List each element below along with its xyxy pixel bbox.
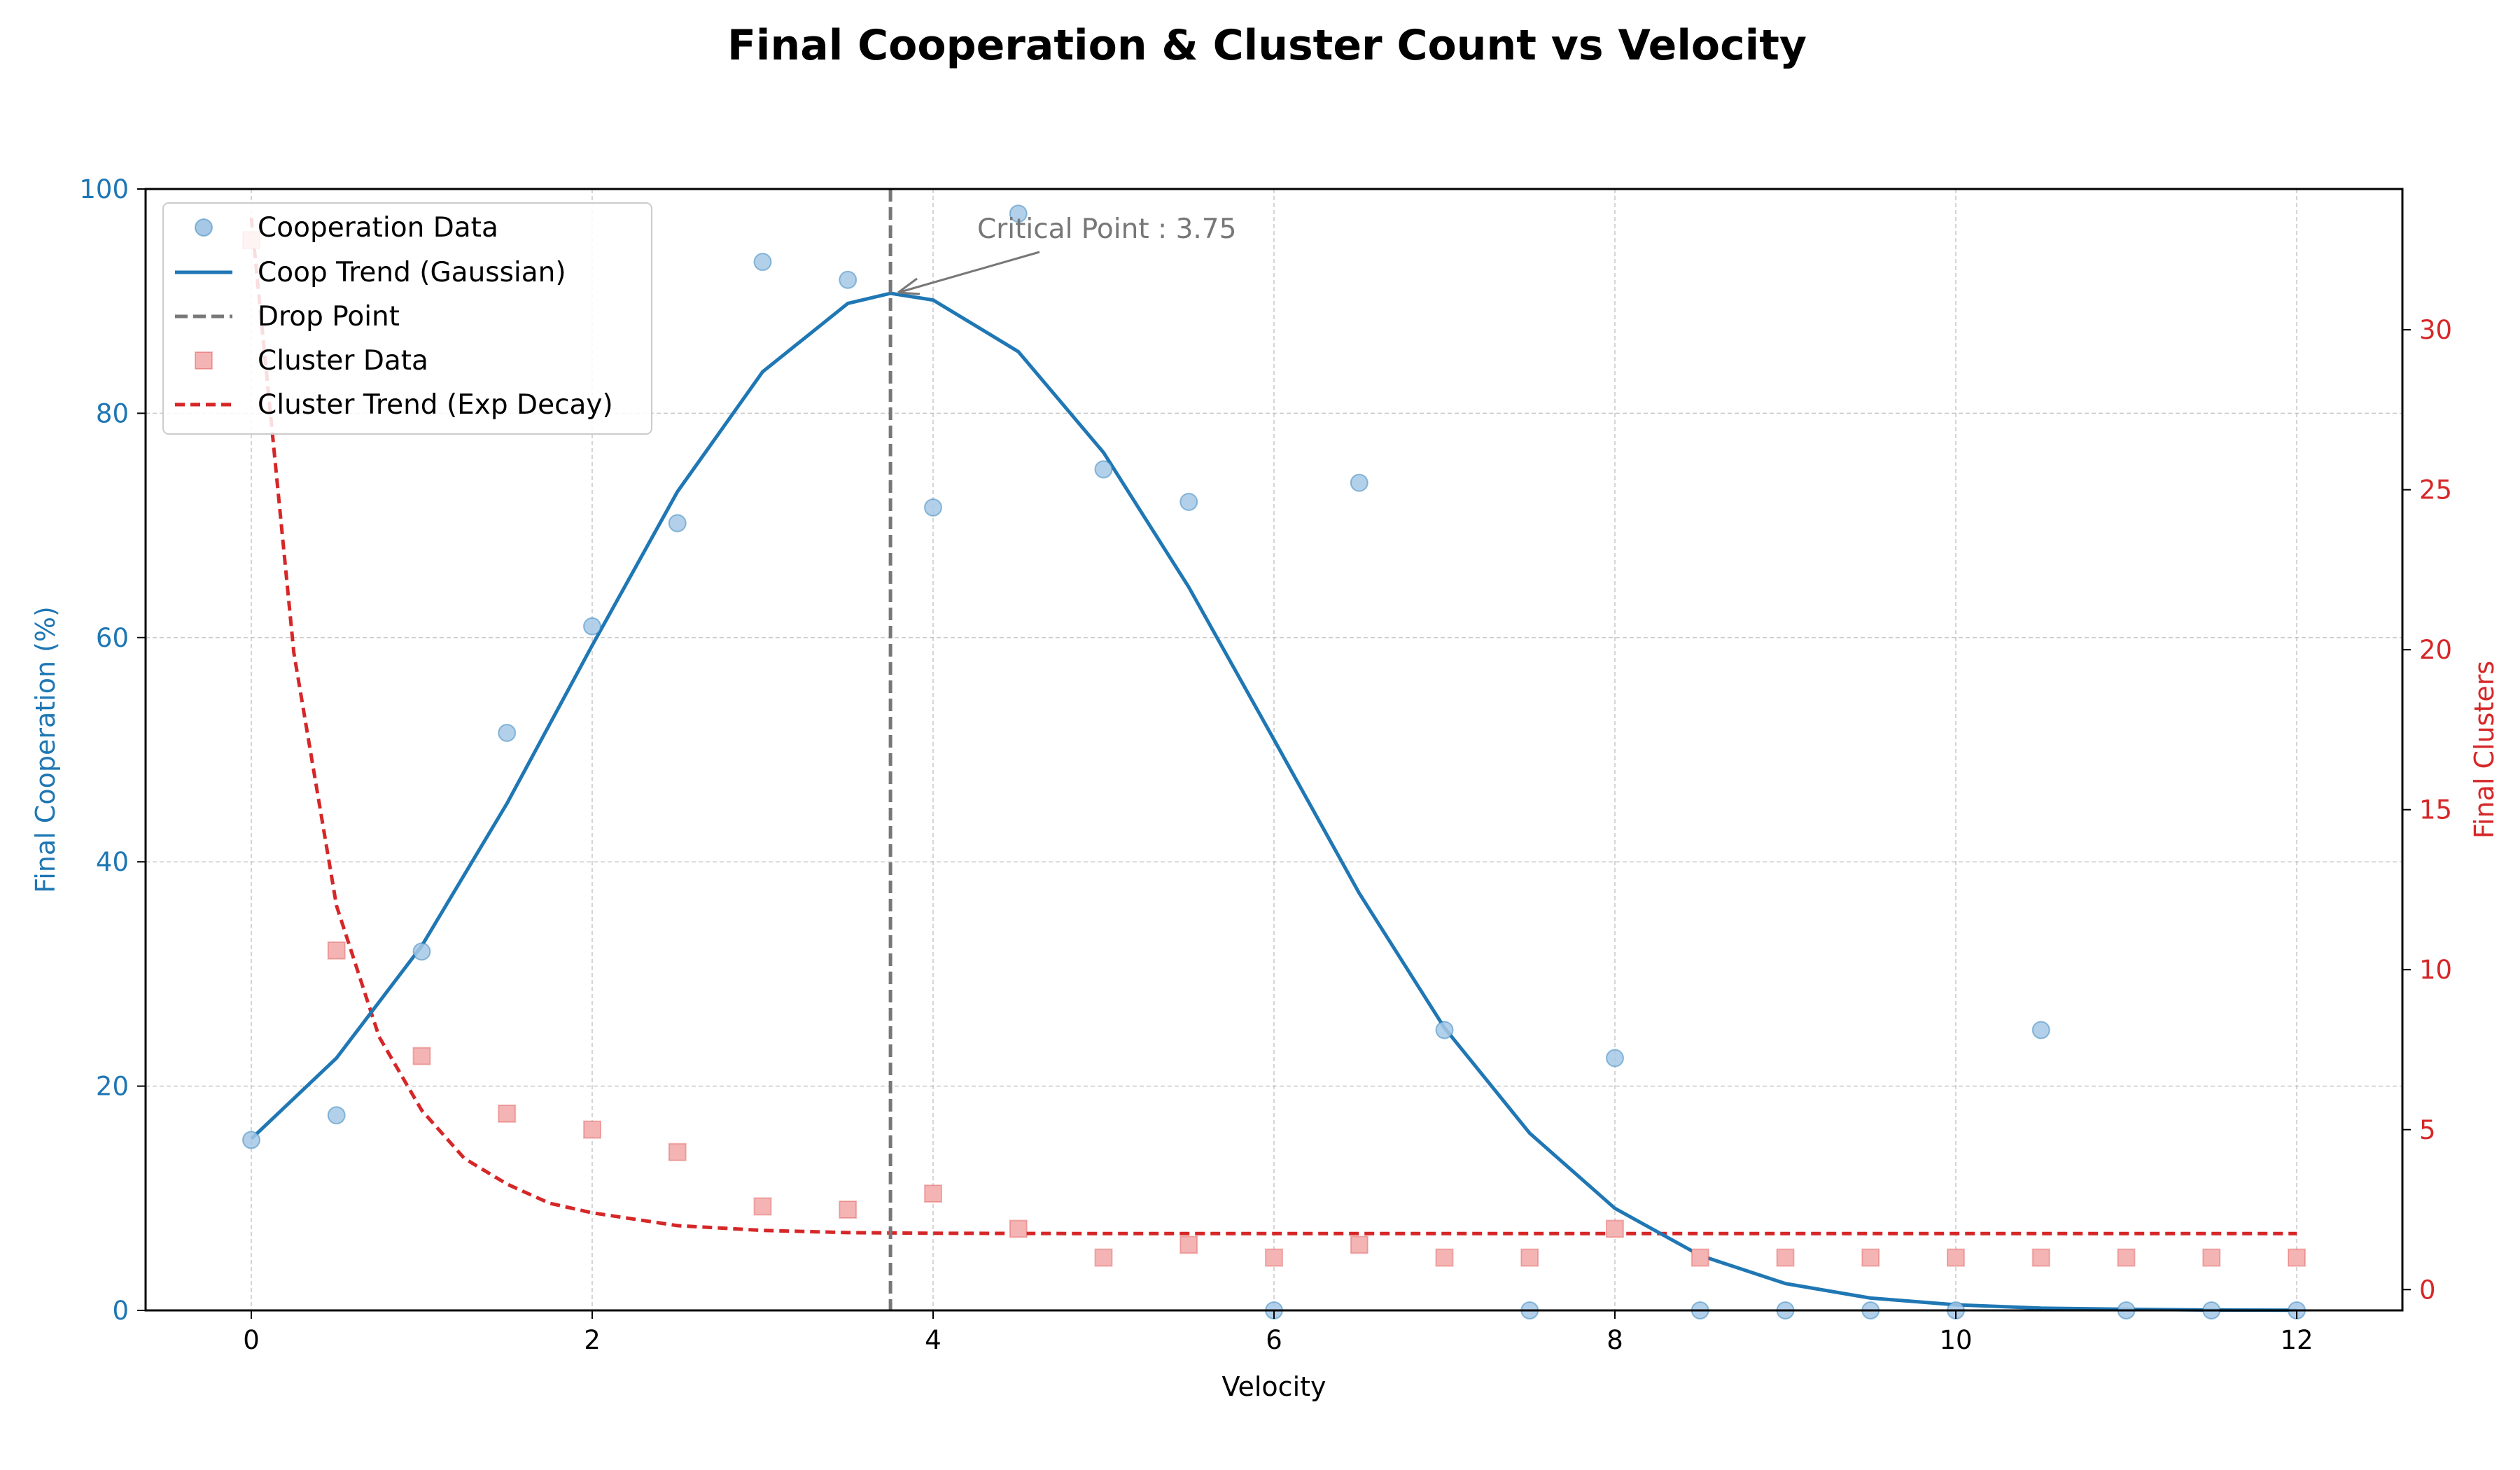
chart-title: Final Cooperation & Cluster Count vs Vel… xyxy=(727,21,1807,70)
y-right-tick-label: 15 xyxy=(2419,795,2452,825)
cluster-data-point xyxy=(753,1197,772,1216)
cooperation-data-point xyxy=(753,253,772,272)
cluster-data-point xyxy=(1350,1236,1368,1254)
cooperation-data-point xyxy=(923,498,942,517)
cooperation-data-point xyxy=(1350,473,1368,492)
y-left-tick-label: 40 xyxy=(96,847,129,877)
cluster-data-point xyxy=(1861,1248,1880,1267)
cluster-data-point xyxy=(2288,1248,2306,1267)
cooperation-data-point xyxy=(327,1106,346,1125)
annotation-text: Critical Point : 3.75 xyxy=(977,214,1236,245)
x-tick-label: 6 xyxy=(1266,1325,1282,1355)
cooperation-data-point xyxy=(582,617,601,636)
y-axis-right-label: Final Clusters xyxy=(2469,661,2500,839)
legend-label-cluster-trend: Cluster Trend (Exp Decay) xyxy=(258,389,613,421)
cluster-data-point xyxy=(1435,1248,1454,1267)
cooperation-data-point xyxy=(498,723,517,742)
arrow-head-icon xyxy=(897,277,920,295)
cluster-data-point xyxy=(1947,1248,1966,1267)
y-left-tick-label: 0 xyxy=(112,1296,129,1326)
cluster-data-point xyxy=(1265,1248,1283,1267)
cooperation-data-point xyxy=(839,270,858,289)
x-tick-label: 0 xyxy=(243,1325,260,1355)
y-right-tick-label: 20 xyxy=(2419,635,2452,665)
cooperation-data-point xyxy=(1180,492,1198,511)
cooperation-data-point xyxy=(412,942,431,961)
cluster-data-point xyxy=(2031,1248,2050,1267)
cluster-data-point xyxy=(1520,1248,1539,1267)
cooperation-data-point xyxy=(241,1130,260,1149)
y-left-tick-label: 80 xyxy=(96,398,129,428)
cluster-data-point xyxy=(839,1200,858,1219)
cluster-trend-line xyxy=(249,217,2297,1236)
y-right-tick-label: 5 xyxy=(2419,1115,2436,1145)
critical-point-annotation: Critical Point : 3.75 xyxy=(897,214,1236,295)
legend-box xyxy=(162,202,652,435)
cluster-data-point xyxy=(1094,1248,1113,1267)
legend-marker-cooperation-data xyxy=(195,218,213,237)
cluster-data-point xyxy=(1180,1236,1198,1254)
x-tick-label: 12 xyxy=(2280,1325,2313,1355)
cluster-data-point xyxy=(498,1104,517,1123)
cooperation-data-point xyxy=(668,514,687,533)
y-right-tick-label: 25 xyxy=(2419,475,2452,505)
y-left-tick-label: 60 xyxy=(96,623,129,653)
cooperation-data-point xyxy=(1094,460,1113,479)
x-tick-label: 8 xyxy=(1606,1325,1623,1355)
axis-ticks: 0 2 4 6 8 10 12 0 20 40 60 80 100 0 5 10 15 20 25 30 xyxy=(79,174,2452,1355)
legend-label-drop-point: Drop Point xyxy=(258,301,400,332)
cluster-data-point xyxy=(2117,1248,2136,1267)
cluster-data-point xyxy=(1776,1248,1795,1267)
legend-label-cluster-data: Cluster Data xyxy=(258,345,428,377)
legend: Cooperation Data Coop Trend (Gaussian) D… xyxy=(162,202,652,435)
y-left-tick-label: 20 xyxy=(96,1072,129,1102)
cooperation-data-point xyxy=(1435,1021,1454,1040)
cooperation-data-point xyxy=(1009,204,1028,223)
legend-marker-cluster-data xyxy=(195,351,213,370)
x-tick-label: 4 xyxy=(925,1325,941,1355)
cluster-data-point xyxy=(1606,1219,1625,1238)
cluster-data-point xyxy=(923,1184,942,1203)
legend-label-coop-trend: Coop Trend (Gaussian) xyxy=(258,257,566,288)
x-tick-label: 2 xyxy=(584,1325,601,1355)
y-right-tick-label: 0 xyxy=(2419,1275,2436,1305)
cooperation-data-point xyxy=(2031,1021,2050,1040)
cluster-data-point xyxy=(668,1142,687,1161)
cluster-data-point xyxy=(412,1046,431,1065)
x-axis-label: Velocity xyxy=(1222,1371,1326,1402)
legend-label-cooperation-data: Cooperation Data xyxy=(258,212,498,244)
y-axis-left-label: Final Cooperation (%) xyxy=(30,606,61,893)
cluster-data-point xyxy=(1690,1248,1709,1267)
cluster-data-point xyxy=(582,1120,601,1139)
cluster-data-point xyxy=(327,941,346,960)
y-left-tick-label: 100 xyxy=(79,174,129,204)
y-right-tick-label: 10 xyxy=(2419,955,2452,985)
annotation-arrow xyxy=(897,251,1040,294)
cluster-data-point xyxy=(2202,1248,2221,1267)
cooperation-data-point xyxy=(1606,1049,1625,1068)
coop-trend-line xyxy=(250,291,2297,1312)
y-right-tick-label: 30 xyxy=(2419,315,2452,345)
cluster-data-point xyxy=(1009,1219,1028,1238)
x-tick-label: 10 xyxy=(1939,1325,1972,1355)
